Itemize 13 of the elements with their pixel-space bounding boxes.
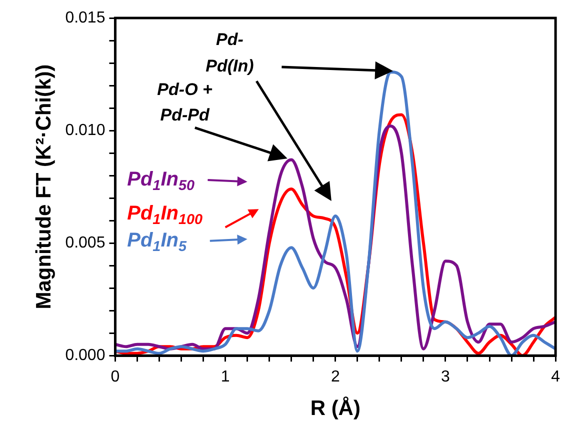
y-axis-title: Magnitude FT (K²·Chi(k))	[32, 64, 56, 310]
y-tick-label: 0.000	[65, 347, 106, 364]
x-axis-title: R (Å)	[310, 396, 360, 420]
x-tick-label: 0	[110, 368, 120, 386]
y-tick-label: 0.005	[65, 234, 106, 252]
annotation: Pd-O + Pd-Pd	[157, 80, 213, 125]
y-tick-label: 0.015	[65, 9, 106, 26]
x-tick-label: 2	[330, 368, 340, 386]
y-tick-label: 0.010	[65, 122, 106, 139]
x-tick-label: 3	[441, 368, 450, 386]
x-tick-label: 1	[220, 368, 230, 386]
x-tick-label: 4	[551, 368, 560, 386]
annotation: Pd- Pd(In)	[206, 30, 254, 76]
